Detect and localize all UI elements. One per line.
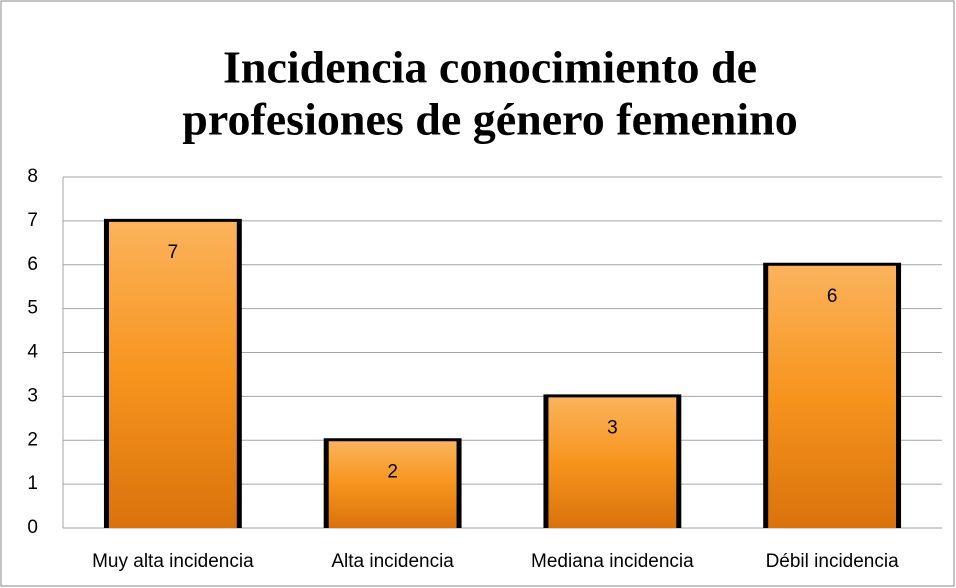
y-tick-label: 7 (27, 210, 38, 231)
y-tick-label: 2 (27, 429, 38, 450)
y-tick-label: 4 (27, 342, 38, 363)
y-tick-label: 8 (27, 166, 38, 187)
y-tick-label: 3 (27, 385, 38, 406)
chart-title: Incidencia conocimiento de (223, 42, 757, 93)
y-tick-label: 0 (27, 517, 38, 538)
y-tick-label: 6 (27, 254, 38, 275)
chart-title: profesiones de género femenino (182, 94, 797, 145)
x-tick-label: Alta incidencia (331, 551, 454, 572)
data-label: 2 (387, 461, 398, 482)
x-tick-label: Mediana incidencia (531, 551, 694, 572)
data-label: 6 (827, 286, 838, 307)
y-tick-label: 1 (27, 473, 38, 494)
bar (328, 441, 457, 528)
x-tick-label: Débil incidencia (766, 551, 900, 572)
data-label: 7 (168, 242, 179, 263)
bar (548, 397, 677, 528)
bar (108, 221, 237, 528)
x-tick-label: Muy alta incidencia (92, 551, 254, 572)
bar (768, 265, 897, 528)
y-tick-label: 5 (27, 298, 38, 319)
data-label: 3 (607, 417, 618, 438)
